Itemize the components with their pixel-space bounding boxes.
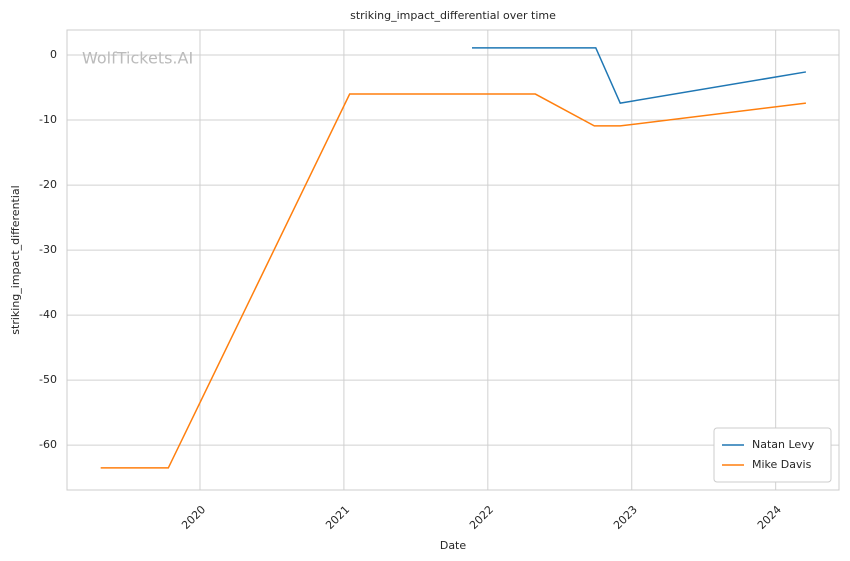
y-tick-label: -40 bbox=[39, 308, 57, 321]
legend-label: Mike Davis bbox=[752, 458, 812, 471]
y-tick-label: -20 bbox=[39, 178, 57, 191]
y-tick-label: -30 bbox=[39, 243, 57, 256]
y-tick-label: -50 bbox=[39, 373, 57, 386]
legend-label: Natan Levy bbox=[752, 438, 815, 451]
line bbox=[471, 47, 807, 104]
x-axis-label: Date bbox=[440, 539, 467, 552]
y-tick-label: -10 bbox=[39, 113, 57, 126]
x-tick-label: 2020 bbox=[179, 503, 208, 532]
x-tick-label: 2022 bbox=[467, 503, 496, 532]
y-tick-label: 0 bbox=[50, 48, 57, 61]
x-tick-label: 2023 bbox=[611, 503, 640, 532]
x-tick-label: 2024 bbox=[755, 503, 784, 532]
line bbox=[100, 93, 806, 469]
y-tick-label: -60 bbox=[39, 438, 57, 451]
chart-title: striking_impact_differential over time bbox=[350, 9, 556, 22]
watermark: WolfTickets.AI bbox=[82, 49, 193, 68]
plot-frame bbox=[66, 29, 840, 491]
x-tick-label: 2021 bbox=[323, 503, 352, 532]
legend: Natan Levy Mike Davis bbox=[713, 427, 832, 483]
y-axis-label: striking_impact_differential bbox=[9, 185, 22, 334]
legend-box bbox=[713, 427, 832, 483]
